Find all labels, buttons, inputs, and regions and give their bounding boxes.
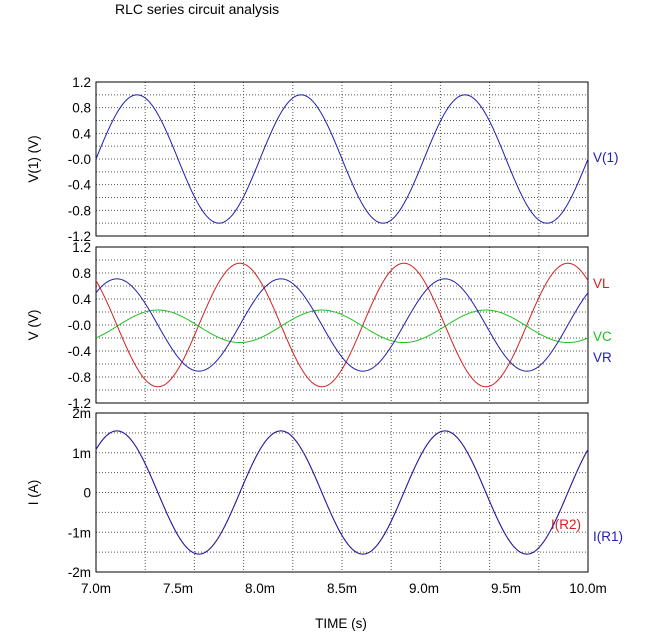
y-tick-label: -0.4 [68, 344, 92, 359]
plot-frame [95, 412, 589, 573]
y-tick-label: 1.2 [72, 75, 91, 90]
x-tick-label: 9.5m [491, 581, 521, 596]
series-label: I(R2) [551, 517, 581, 532]
y-tick-label: 1.2 [72, 240, 91, 255]
series-label: VC [593, 329, 612, 344]
y-tick-label: 1m [72, 446, 91, 461]
x-tick-label: 9.0m [409, 581, 439, 596]
series-line-vr [95, 278, 589, 372]
y-tick-label: -0.4 [68, 178, 92, 193]
series-label: VL [593, 276, 610, 291]
y-tick-label: 0.8 [72, 266, 91, 281]
x-axis-label: TIME (s) [315, 616, 367, 631]
y-tick-label: 2m [72, 406, 91, 421]
y-tick-label: 0.8 [72, 101, 91, 116]
series-label: I(R1) [593, 529, 623, 544]
y-tick-label: -0.8 [68, 203, 91, 218]
y-tick-label: -0.8 [68, 370, 91, 385]
y-tick-label: -1m [68, 525, 91, 540]
y-tick-label: -1.2 [68, 229, 91, 244]
y-tick-label: -1.2 [68, 396, 91, 411]
x-tick-label: 8.0m [245, 581, 275, 596]
series-label: V(1) [593, 150, 619, 165]
y-tick-label: -0.0 [68, 152, 91, 167]
plot-panel-3: 2m 1m 0 -1m -2m I (A) I(R2) I(R1) [26, 406, 623, 580]
plot-panel-2: 1.2 0.8 0.4 -0.0 -0.4 -0.8 -1.2 V (V) VL VC VR [26, 240, 612, 411]
y-axis-label: V(1) (V) [26, 135, 41, 182]
y-tick-label: -2m [68, 565, 91, 580]
series-line-vc [95, 309, 589, 344]
y-tick-label: -0.0 [68, 318, 91, 333]
x-tick-label: 10.0m [569, 581, 607, 596]
y-axis-label: I (A) [26, 480, 41, 506]
y-axis-label: V (V) [26, 310, 41, 341]
series-line-i-r1 [95, 430, 589, 555]
series-line-v-1 [95, 94, 589, 224]
chart-title: RLC series circuit analysis [115, 1, 279, 17]
plot-panel-1: 1.2 0.8 0.4 -0.0 -0.4 -0.8 -1.2 V(1) (V) V(1) [26, 75, 619, 244]
x-tick-label: 7.5m [163, 581, 193, 596]
y-tick-label: 0 [83, 486, 91, 501]
series-label: VR [593, 350, 612, 365]
y-tick-label: 0.4 [72, 126, 91, 141]
x-tick-label: 7.0m [81, 581, 111, 596]
x-tick-label: 8.5m [327, 581, 357, 596]
series-line-vl [95, 262, 589, 388]
plot-frame [95, 246, 589, 404]
y-tick-label: 0.4 [72, 292, 91, 307]
